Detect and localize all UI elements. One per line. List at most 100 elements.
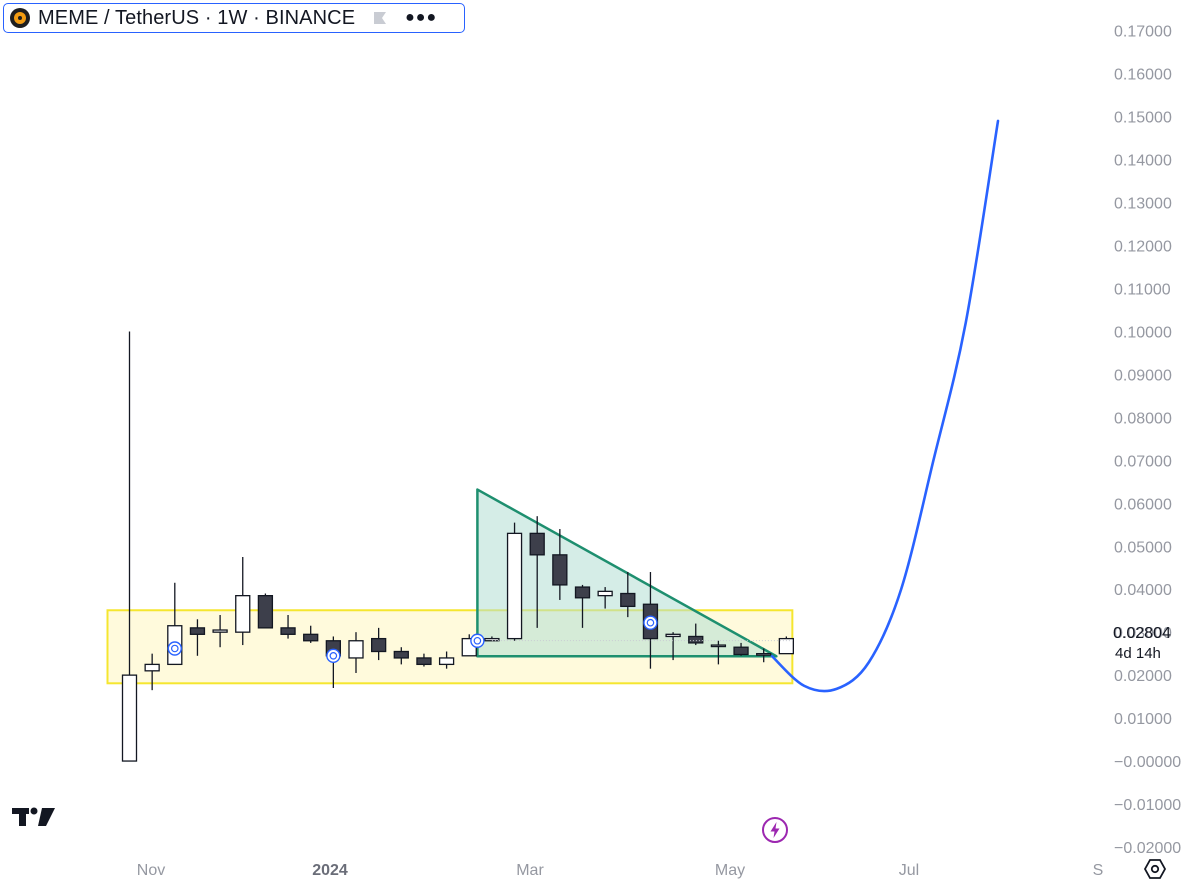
price-axis-tick: 0.16000	[1114, 67, 1172, 84]
price-axis: 0.17000 0.16000 0.15000 0.14000 0.13000 0.120…	[1114, 24, 1181, 857]
candle[interactable]	[552, 529, 568, 600]
flag-icon[interactable]	[373, 11, 387, 25]
candle-body-up	[438, 657, 455, 666]
price-axis-tick: −0.01000	[1114, 797, 1181, 814]
time-axis-tick: 2024	[312, 862, 348, 879]
candle-body-down	[733, 646, 749, 656]
candle[interactable]	[620, 572, 636, 618]
candle-body-up	[710, 644, 727, 648]
projection-curve	[770, 119, 1000, 693]
candle[interactable]	[597, 587, 613, 609]
time-axis: Nov 2024 Mar May Jul S	[137, 862, 1104, 879]
price-axis-tick: 0.07000	[1114, 453, 1172, 470]
marker-dot	[171, 644, 179, 653]
symbol-title: MEME / TetherUS · 1W · BINANCE	[38, 6, 356, 29]
candle-body-down	[552, 554, 568, 586]
price-axis-tick: 0.13000	[1114, 196, 1172, 213]
event-marker[interactable]	[643, 615, 658, 630]
meme-coin-logo-icon	[10, 8, 30, 28]
triangle-shape[interactable]	[476, 488, 778, 658]
candle-body-down	[620, 592, 636, 608]
time-axis-tick: S	[1093, 862, 1104, 879]
price-axis-tick: 0.02000	[1114, 668, 1172, 685]
event-marker[interactable]	[326, 648, 341, 663]
candle[interactable]	[235, 556, 251, 646]
price-axis-tick: 0.14000	[1114, 153, 1172, 170]
candle-body-up	[506, 532, 523, 640]
price-axis-tick: 0.06000	[1114, 496, 1172, 513]
candle[interactable]	[257, 593, 274, 629]
candle-body-up	[235, 595, 251, 633]
candle-body-up	[212, 629, 228, 633]
candle-body-up	[597, 590, 613, 597]
candle[interactable]	[438, 651, 455, 669]
price-axis-tick: 0.11000	[1114, 281, 1171, 298]
symbol-legend[interactable]: MEME / TetherUS · 1W · BINANCE ●●●	[3, 3, 465, 33]
candle-body-down	[303, 633, 319, 642]
candle-body-down	[257, 595, 274, 629]
candle[interactable]	[529, 516, 545, 628]
candle[interactable]	[144, 653, 160, 691]
time-axis-tick: Jul	[899, 862, 919, 879]
price-axis-tick: 0.05000	[1114, 539, 1172, 556]
candle[interactable]	[506, 522, 523, 641]
descending-triangle	[476, 488, 778, 658]
candle-body-down	[416, 657, 432, 666]
marker-dot	[473, 636, 482, 645]
settings-hexagon-icon[interactable]	[1143, 857, 1167, 881]
candle-body-up	[665, 633, 681, 638]
candle-body-down	[688, 635, 704, 644]
candle-body-up	[756, 652, 772, 656]
projection-curve-line[interactable]	[770, 119, 1000, 693]
price-axis-tick: −0.02000	[1114, 840, 1181, 857]
candle-body-down	[574, 586, 591, 599]
marker-ring	[167, 641, 183, 656]
price-axis-tick: 0.15000	[1114, 110, 1172, 127]
event-marker[interactable]	[167, 641, 183, 656]
price-axis-tick: −0.00000	[1114, 754, 1181, 771]
event-marker[interactable]	[470, 633, 485, 648]
price-axis-tick: 0.01000	[1114, 711, 1172, 728]
bar-countdown-label: 4d 14h	[1115, 645, 1161, 662]
time-axis-tick: Nov	[137, 862, 165, 879]
candle[interactable]	[121, 331, 138, 762]
candle-body-up	[121, 674, 138, 762]
tradingview-logo-icon[interactable]	[12, 806, 56, 828]
candle-body-up	[144, 663, 160, 672]
candle[interactable]	[665, 632, 681, 661]
price-axis-tick: 0.04000	[1114, 582, 1172, 599]
candle[interactable]	[348, 632, 364, 673]
marker-dot	[646, 618, 655, 627]
candle[interactable]	[688, 623, 704, 646]
candle[interactable]	[280, 614, 296, 639]
candle-body-down	[393, 650, 409, 659]
price-axis-tick: 0.08000	[1114, 410, 1172, 427]
time-axis-tick: May	[715, 862, 745, 879]
marker-ring	[326, 648, 341, 663]
price-axis-tick: 0.17000	[1114, 24, 1172, 41]
candle-body-down	[280, 627, 296, 635]
candle[interactable]	[303, 625, 319, 643]
price-axis-tick: 0.10000	[1114, 324, 1172, 341]
price-axis-tick: 0.09000	[1114, 367, 1172, 384]
lightning-icon[interactable]	[761, 816, 789, 844]
candle-body-down	[189, 627, 206, 635]
candle[interactable]	[393, 647, 409, 665]
candle-body-down	[529, 532, 545, 556]
candle-body-up	[778, 637, 794, 655]
candle[interactable]	[733, 642, 749, 656]
candle[interactable]	[416, 653, 432, 667]
event-markers	[167, 615, 658, 663]
candle[interactable]	[710, 640, 727, 665]
candle[interactable]	[756, 648, 772, 663]
candles	[121, 331, 794, 762]
price-axis-tick: 0.03000	[1114, 625, 1172, 642]
candle[interactable]	[212, 614, 228, 648]
more-dots-icon[interactable]: ●●●	[405, 9, 438, 26]
price-axis-tick: 0.12000	[1114, 239, 1172, 256]
candle[interactable]	[370, 627, 387, 661]
candle[interactable]	[189, 619, 206, 656]
candle[interactable]	[778, 636, 794, 655]
candle[interactable]	[574, 584, 591, 628]
